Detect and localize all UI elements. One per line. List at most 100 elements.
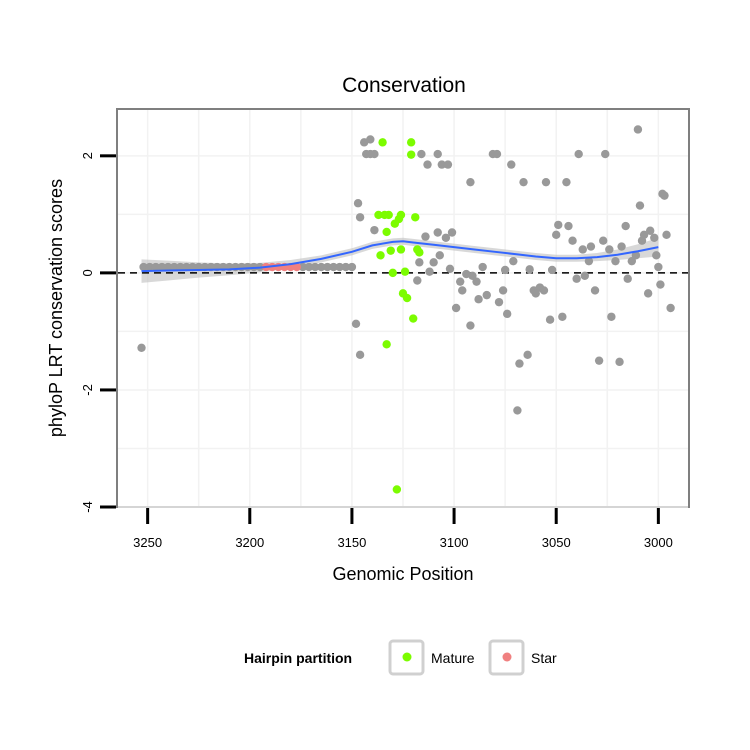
point-other	[639, 230, 649, 240]
point-other	[574, 149, 583, 159]
point-other	[605, 245, 614, 254]
point-other	[660, 191, 669, 200]
x-tick-label: 3100	[440, 535, 469, 550]
point-other	[513, 406, 522, 415]
x-tick-label: 3050	[542, 535, 571, 550]
point-other	[572, 274, 581, 283]
point-other	[652, 251, 661, 260]
point-mature	[392, 485, 402, 494]
point-other	[515, 359, 524, 368]
point-other	[417, 149, 426, 159]
point-other	[145, 262, 154, 272]
point-other	[163, 262, 173, 272]
point-other	[355, 350, 365, 360]
point-other	[157, 262, 167, 272]
point-other	[531, 289, 540, 298]
point-mature	[415, 248, 424, 257]
point-other	[353, 199, 363, 208]
point-other	[643, 289, 653, 298]
point-other	[415, 258, 424, 267]
point-mature	[384, 210, 393, 220]
point-other	[304, 262, 314, 272]
point-star	[292, 262, 301, 272]
point-other	[615, 357, 624, 367]
point-other	[594, 356, 604, 365]
point-other	[466, 321, 475, 330]
y-tick-label: -4	[80, 501, 95, 513]
point-other	[176, 262, 185, 272]
point-mature	[376, 251, 385, 260]
point-other	[633, 125, 643, 134]
point-mature	[400, 267, 410, 276]
point-other	[502, 309, 512, 319]
point-other	[447, 228, 457, 237]
point-other	[552, 230, 561, 240]
point-other	[584, 256, 594, 266]
data-points	[137, 125, 675, 494]
x-tick-label: 3250	[133, 535, 162, 550]
point-other	[451, 303, 461, 313]
point-other	[541, 177, 551, 187]
point-other	[151, 262, 161, 272]
legend-dot-star	[502, 652, 512, 662]
point-other	[435, 251, 444, 260]
loess-smooth-line	[141, 240, 659, 273]
point-other	[170, 262, 179, 272]
legend-label-mature: Mature	[431, 650, 475, 666]
point-other	[564, 221, 573, 231]
point-mature	[396, 245, 406, 254]
y-tick-label: -2	[80, 384, 95, 396]
point-other	[580, 271, 590, 281]
point-other	[421, 232, 430, 241]
smooth-line	[141, 240, 659, 273]
point-other	[329, 262, 338, 272]
point-other	[355, 213, 365, 222]
point-other	[558, 312, 567, 321]
point-other	[341, 262, 350, 272]
legend-label-star: Star	[531, 650, 557, 666]
point-mature	[409, 314, 418, 323]
point-other	[656, 280, 665, 289]
point-other	[413, 276, 422, 285]
point-other	[468, 271, 477, 281]
point-mature	[388, 268, 397, 278]
point-other	[492, 149, 502, 159]
point-mature	[406, 150, 416, 159]
point-other	[654, 262, 663, 272]
point-other	[509, 256, 518, 266]
point-other	[645, 226, 655, 235]
point-mature	[396, 210, 406, 220]
x-axis: 3250 3200 3150 3100 3050 3000	[133, 508, 673, 550]
point-other	[441, 233, 451, 242]
point-other	[433, 228, 442, 237]
point-other	[370, 225, 379, 235]
legend: Hairpin partition Mature Star	[244, 639, 557, 676]
point-other	[623, 274, 632, 283]
point-other	[443, 160, 453, 169]
point-other	[539, 286, 549, 295]
point-other	[474, 295, 483, 304]
y-tick-label: 2	[80, 152, 95, 159]
point-other	[635, 201, 645, 210]
point-mature	[386, 246, 395, 255]
point-mature	[411, 213, 420, 222]
point-other	[662, 230, 671, 240]
point-mature	[402, 293, 412, 303]
point-other	[590, 286, 600, 295]
point-mature	[374, 210, 383, 220]
point-other	[351, 319, 361, 329]
point-other	[578, 245, 587, 254]
legend-title: Hairpin partition	[244, 650, 352, 666]
x-tick-label: 3200	[235, 535, 264, 550]
point-mature	[406, 138, 416, 147]
point-other	[631, 251, 641, 260]
x-axis-title: Genomic Position	[332, 564, 473, 584]
point-other	[507, 160, 516, 169]
point-other	[366, 135, 375, 144]
point-other	[433, 149, 442, 159]
point-other	[472, 277, 481, 286]
point-other	[445, 264, 455, 273]
point-other	[458, 286, 467, 295]
point-other	[519, 177, 528, 187]
